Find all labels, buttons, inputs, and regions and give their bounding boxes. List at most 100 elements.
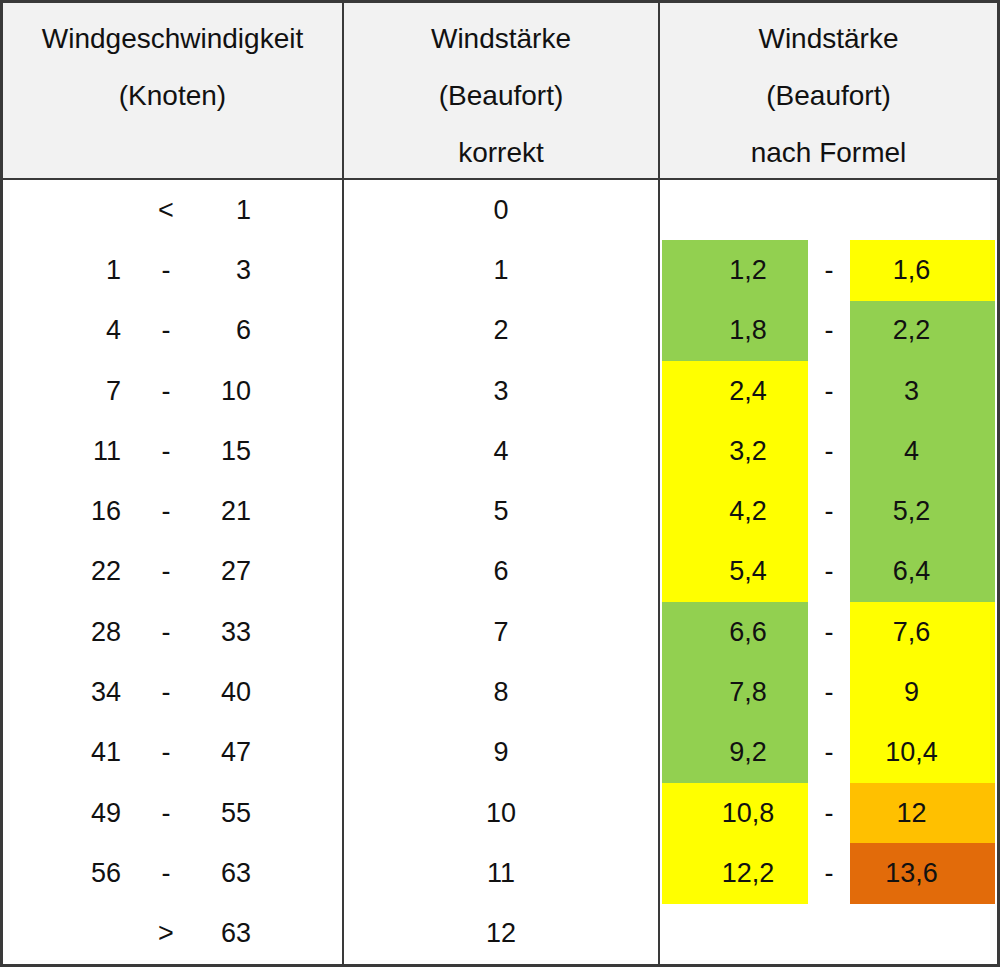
formula-high-cell: 1,6 <box>850 240 995 300</box>
knots-row: 34 - 40 <box>3 662 342 722</box>
knots-row: < 1 <box>3 180 342 240</box>
beaufort-formula-row: 10,8 - 12 <box>660 783 997 843</box>
beaufort-correct-row: 10 <box>344 783 658 843</box>
formula-low-cell <box>662 904 808 964</box>
beaufort-correct-value: 10 <box>486 798 516 829</box>
knots-row: 11 - 15 <box>3 421 342 481</box>
beaufort-formula-header-line1: Windstärke <box>758 10 898 67</box>
formula-low-cell: 3,2 <box>662 421 808 481</box>
beaufort-correct-row: 8 <box>344 662 658 722</box>
formula-range-dash: - <box>808 542 850 602</box>
range-operator: - <box>121 858 211 889</box>
formula-high-cell: 10,4 <box>850 723 995 783</box>
knots-to: 40 <box>211 677 251 708</box>
range-operator: - <box>121 556 211 587</box>
formula-low-cell: 9,2 <box>662 723 808 783</box>
beaufort-correct-header-line3: korrekt <box>458 124 544 181</box>
formula-range-dash: - <box>808 662 850 722</box>
formula-range-dash: - <box>808 301 850 361</box>
formula-high-cell: 12 <box>850 783 995 843</box>
range-operator: - <box>121 315 211 346</box>
formula-high-cell: 6,4 <box>850 542 995 602</box>
knots-column: Windgeschwindigkeit (Knoten) < 1 1 - 3 4… <box>3 3 342 964</box>
formula-low-cell: 4,2 <box>662 482 808 542</box>
beaufort-correct-header-line1: Windstärke <box>431 10 571 67</box>
formula-high-cell: 9 <box>850 662 995 722</box>
knots-row: 56 - 63 <box>3 843 342 903</box>
formula-range-dash <box>808 904 850 964</box>
knots-row: 16 - 21 <box>3 482 342 542</box>
beaufort-correct-header: Windstärke (Beaufort) korrekt <box>344 3 658 180</box>
beaufort-formula-row: 12,2 - 13,6 <box>660 843 997 903</box>
knots-from: 16 <box>3 496 121 527</box>
beaufort-correct-value: 5 <box>493 496 508 527</box>
formula-range-dash <box>808 180 850 240</box>
formula-low-cell <box>662 180 808 240</box>
range-operator: - <box>121 677 211 708</box>
knots-row: 49 - 55 <box>3 783 342 843</box>
formula-high-cell: 5,2 <box>850 482 995 542</box>
beaufort-correct-row: 7 <box>344 602 658 662</box>
beaufort-formula-row: 1,2 - 1,6 <box>660 240 997 300</box>
formula-range-dash: - <box>808 602 850 662</box>
beaufort-correct-value: 4 <box>493 436 508 467</box>
knots-to: 21 <box>211 496 251 527</box>
range-operator: - <box>121 255 211 286</box>
beaufort-formula-row: 9,2 - 10,4 <box>660 723 997 783</box>
formula-high-cell <box>850 180 995 240</box>
beaufort-correct-value: 0 <box>493 195 508 226</box>
knots-from: 28 <box>3 617 121 648</box>
knots-to: 63 <box>211 918 251 949</box>
knots-from: 11 <box>3 436 121 467</box>
knots-to: 63 <box>211 858 251 889</box>
beaufort-formula-header: Windstärke (Beaufort) nach Formel <box>660 3 997 180</box>
beaufort-correct-row: 2 <box>344 301 658 361</box>
beaufort-formula-row: 7,8 - 9 <box>660 662 997 722</box>
formula-low-cell: 10,8 <box>662 783 808 843</box>
beaufort-correct-row: 0 <box>344 180 658 240</box>
knots-to: 10 <box>211 376 251 407</box>
beaufort-correct-value: 11 <box>487 858 515 889</box>
beaufort-correct-value: 6 <box>493 556 508 587</box>
formula-range-dash: - <box>808 240 850 300</box>
beaufort-formula-row <box>660 904 997 964</box>
beaufort-correct-row: 12 <box>344 904 658 964</box>
beaufort-formula-row: 2,4 - 3 <box>660 361 997 421</box>
beaufort-correct-value: 2 <box>493 315 508 346</box>
beaufort-correct-row: 5 <box>344 482 658 542</box>
knots-to: 1 <box>211 195 251 226</box>
range-operator: - <box>121 798 211 829</box>
formula-range-dash: - <box>808 843 850 903</box>
formula-high-cell: 4 <box>850 421 995 481</box>
beaufort-correct-value: 7 <box>493 617 508 648</box>
formula-high-cell: 3 <box>850 361 995 421</box>
beaufort-formula-row: 3,2 - 4 <box>660 421 997 481</box>
knots-from: 34 <box>3 677 121 708</box>
knots-rows: < 1 1 - 3 4 - 6 7 - 10 11 - 15 16 - 21 2… <box>3 180 342 964</box>
knots-from: 56 <box>3 858 121 889</box>
range-operator: - <box>121 376 211 407</box>
beaufort-correct-row: 6 <box>344 542 658 602</box>
beaufort-formula-row: 1,8 - 2,2 <box>660 301 997 361</box>
formula-range-dash: - <box>808 361 850 421</box>
formula-high-cell <box>850 904 995 964</box>
knots-header: Windgeschwindigkeit (Knoten) <box>3 3 342 180</box>
knots-row: 22 - 27 <box>3 542 342 602</box>
beaufort-correct-value: 8 <box>493 677 508 708</box>
beaufort-correct-row: 1 <box>344 240 658 300</box>
formula-high-cell: 2,2 <box>850 301 995 361</box>
beaufort-correct-value: 12 <box>486 918 516 949</box>
beaufort-formula-row: 6,6 - 7,6 <box>660 602 997 662</box>
knots-to: 15 <box>211 436 251 467</box>
formula-range-dash: - <box>808 783 850 843</box>
knots-to: 55 <box>211 798 251 829</box>
knots-row: 1 - 3 <box>3 240 342 300</box>
beaufort-formula-row: 4,2 - 5,2 <box>660 482 997 542</box>
knots-from: 4 <box>3 315 121 346</box>
formula-low-cell: 6,6 <box>662 602 808 662</box>
knots-row: 41 - 47 <box>3 723 342 783</box>
knots-to: 6 <box>211 315 251 346</box>
formula-low-cell: 5,4 <box>662 542 808 602</box>
beaufort-correct-row: 9 <box>344 723 658 783</box>
beaufort-formula-rows: 1,2 - 1,6 1,8 - 2,2 2,4 - 3 3,2 - 4 4,2 … <box>660 180 997 964</box>
